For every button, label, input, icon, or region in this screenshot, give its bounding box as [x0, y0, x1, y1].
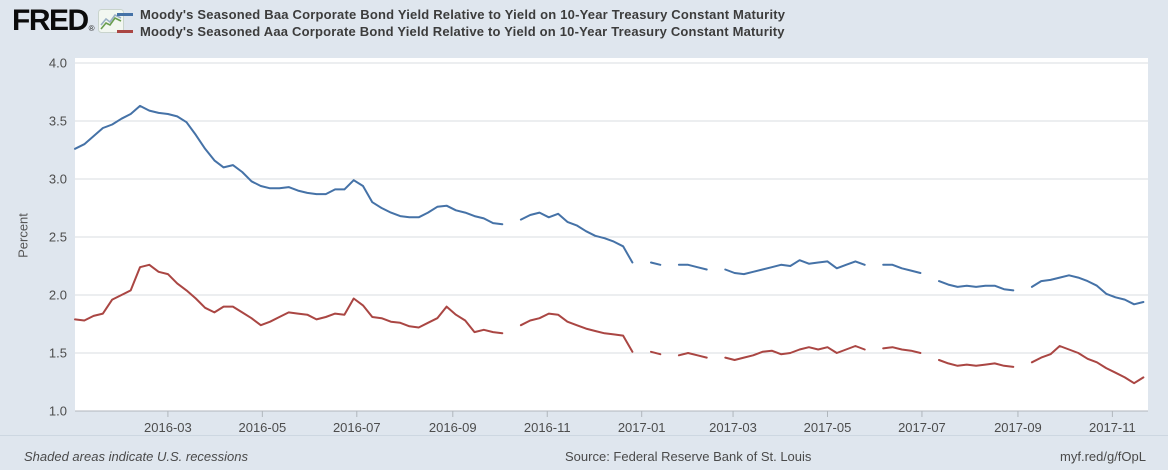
- short-url-link[interactable]: myf.red/g/fOpL: [1060, 449, 1146, 464]
- legend-item-baa[interactable]: Moody's Seasoned Baa Corporate Bond Yiel…: [117, 6, 785, 23]
- aaa-series-label: Moody's Seasoned Aaa Corporate Bond Yiel…: [140, 24, 785, 39]
- y-tick-label: 1.0: [49, 404, 67, 419]
- x-tick-label: 2016-07: [333, 420, 381, 435]
- registered-trademark: ®: [88, 24, 95, 33]
- aaa-series-line: [74, 263, 1145, 385]
- baa-series-line: [74, 104, 1145, 306]
- y-axis-title: Percent: [15, 213, 31, 258]
- x-tick-label: 2016-09: [429, 420, 477, 435]
- aaa-series-swatch: [117, 30, 133, 33]
- baa-series-swatch: [117, 13, 133, 16]
- footer-bar: Shaded areas indicate U.S. recessions So…: [0, 435, 1168, 470]
- recession-note: Shaded areas indicate U.S. recessions: [24, 449, 249, 464]
- plot-background: [75, 58, 1148, 411]
- y-tick-label: 4.0: [49, 56, 67, 71]
- fred-sparkline-icon: [97, 9, 124, 33]
- y-tick-label: 1.5: [49, 346, 67, 361]
- x-tick-label: 2017-03: [709, 420, 757, 435]
- baa-series-label: Moody's Seasoned Baa Corporate Bond Yiel…: [140, 7, 786, 22]
- y-tick-label: 2.0: [49, 288, 67, 303]
- x-tick-label: 2016-11: [524, 420, 571, 435]
- chart-legend: Moody's Seasoned Baa Corporate Bond Yiel…: [117, 6, 785, 40]
- x-tick-label: 2016-03: [144, 420, 192, 435]
- y-tick-label: 3.0: [49, 172, 67, 187]
- y-tick-label: 2.5: [49, 230, 67, 245]
- x-tick-label: 2016-05: [238, 420, 286, 435]
- x-tick-label: 2017-05: [804, 420, 852, 435]
- x-tick-label: 2017-01: [618, 420, 666, 435]
- x-tick-label: 2017-11: [1089, 420, 1136, 435]
- x-tick-label: 2017-09: [994, 420, 1042, 435]
- y-tick-label: 3.5: [49, 114, 67, 129]
- x-tick-label: 2017-07: [898, 420, 946, 435]
- legend-item-aaa[interactable]: Moody's Seasoned Aaa Corporate Bond Yiel…: [117, 23, 785, 40]
- fred-logo[interactable]: FRED ®: [12, 5, 124, 37]
- source-attribution: Source: Federal Reserve Bank of St. Loui…: [565, 449, 812, 464]
- fred-logo-text: FRED: [12, 4, 89, 37]
